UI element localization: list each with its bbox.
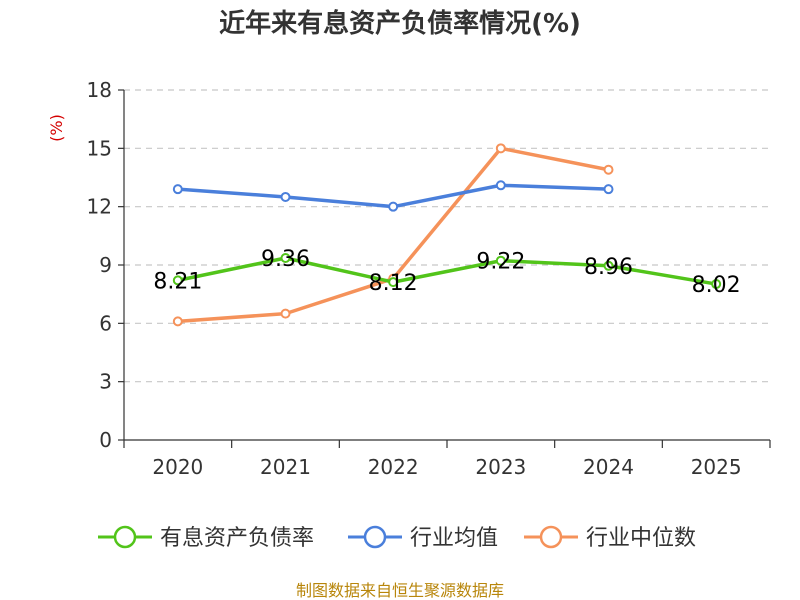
series-line <box>176 256 718 286</box>
data-label: 8.12 <box>369 271 418 296</box>
data-label: 8.96 <box>584 255 633 280</box>
x-tick-label: 2021 <box>260 455 311 479</box>
x-tick-label: 2022 <box>368 455 419 479</box>
axes: 0 3 6 9 12 15 18 2020 2021 2022 2023 2024 2025 <box>87 78 771 479</box>
data-labels: 8.21 9.36 8.12 9.22 8.96 8.02 <box>153 247 740 298</box>
source-note: 制图数据来自恒生聚源数据库 <box>296 581 504 600</box>
x-tick-label: 2025 <box>691 455 742 479</box>
y-tick-label: 6 <box>99 311 112 335</box>
data-point <box>172 184 183 195</box>
data-point <box>603 164 614 175</box>
data-point <box>280 191 291 202</box>
data-point <box>495 255 506 266</box>
legend-marker <box>539 525 563 549</box>
x-tick-label: 2023 <box>475 455 526 479</box>
data-point <box>603 260 614 271</box>
series-lines <box>172 143 722 327</box>
data-point <box>495 143 506 154</box>
data-label: 8.21 <box>153 269 202 294</box>
y-tick-label: 9 <box>99 253 112 277</box>
y-tick-label: 3 <box>99 370 112 394</box>
legend-label: 有息资产负债率 <box>160 526 314 551</box>
legend-label: 行业均值 <box>410 526 498 551</box>
data-point <box>280 308 291 319</box>
y-tick-label: 15 <box>87 136 112 160</box>
x-tick-label: 2024 <box>583 455 634 479</box>
data-label: 9.22 <box>476 250 525 275</box>
data-point <box>388 277 399 288</box>
legend-label: 行业中位数 <box>586 526 696 551</box>
legend-marker <box>363 525 387 549</box>
x-tick-label: 2020 <box>152 455 203 479</box>
data-label: 9.36 <box>261 247 310 272</box>
data-label: 8.02 <box>692 273 741 298</box>
data-point <box>172 275 183 286</box>
grid-lines <box>124 89 770 383</box>
legend-marker <box>113 525 137 549</box>
data-point <box>388 201 399 212</box>
chart-title: 近年来有息资产负债率情况(%) <box>219 8 581 39</box>
y-tick-label: 18 <box>87 78 112 102</box>
y-axis-unit: (%) <box>47 114 66 142</box>
legend: 有息资产负债率 行业均值 行业中位数 <box>98 525 696 551</box>
data-point <box>711 279 722 290</box>
data-point <box>280 253 291 263</box>
data-point <box>603 184 614 195</box>
data-point <box>172 316 183 327</box>
y-tick-label: 0 <box>99 428 112 452</box>
data-point <box>495 180 506 191</box>
y-tick-label: 12 <box>87 195 112 219</box>
